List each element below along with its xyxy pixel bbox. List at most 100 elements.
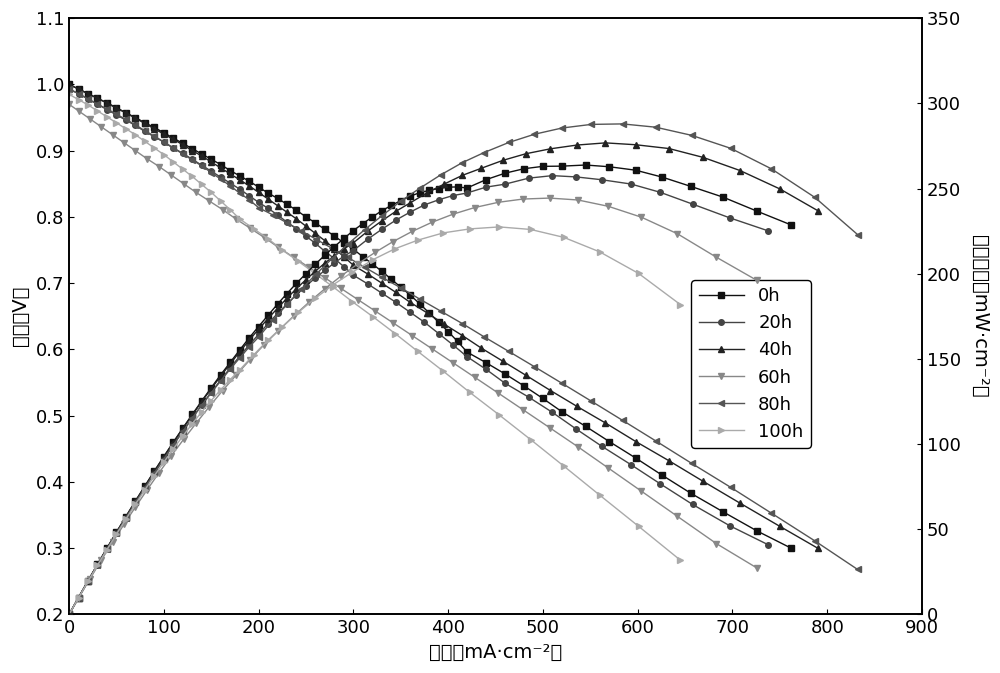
20h bbox=[654, 480, 666, 488]
60h bbox=[369, 307, 381, 315]
Line: 40h: 40h bbox=[66, 81, 821, 551]
100h bbox=[224, 205, 236, 213]
20h bbox=[177, 149, 189, 157]
20h bbox=[129, 121, 141, 129]
20h bbox=[148, 133, 160, 141]
100h bbox=[633, 522, 645, 530]
60h bbox=[303, 263, 315, 271]
60h bbox=[319, 274, 331, 282]
80h bbox=[139, 127, 151, 135]
100h bbox=[139, 137, 151, 145]
100h bbox=[120, 125, 132, 133]
80h bbox=[196, 162, 208, 170]
40h bbox=[309, 229, 321, 238]
60h bbox=[258, 234, 270, 242]
20h bbox=[243, 192, 255, 200]
20h bbox=[447, 341, 459, 349]
20h bbox=[224, 179, 236, 187]
60h bbox=[63, 100, 75, 108]
40h bbox=[205, 158, 217, 166]
40h bbox=[129, 114, 141, 122]
80h bbox=[395, 284, 407, 292]
40h bbox=[663, 457, 675, 465]
40h bbox=[177, 141, 189, 149]
40h bbox=[812, 544, 824, 553]
20h bbox=[499, 379, 511, 387]
20h bbox=[362, 280, 374, 288]
20h bbox=[63, 85, 75, 93]
80h bbox=[650, 437, 662, 445]
20h bbox=[167, 144, 179, 152]
20h bbox=[418, 318, 430, 326]
20h bbox=[158, 138, 170, 146]
20h bbox=[91, 100, 103, 108]
20h bbox=[215, 173, 227, 181]
20h bbox=[253, 199, 265, 207]
20h bbox=[120, 116, 132, 125]
100h bbox=[389, 330, 401, 338]
20h bbox=[328, 254, 340, 262]
80h bbox=[101, 105, 113, 113]
40h bbox=[186, 147, 198, 155]
40h bbox=[404, 298, 416, 306]
80h bbox=[456, 320, 468, 328]
100h bbox=[346, 297, 358, 306]
100h bbox=[186, 172, 198, 180]
80h bbox=[359, 263, 371, 271]
100h bbox=[276, 246, 288, 254]
80h bbox=[342, 253, 354, 261]
80h bbox=[295, 227, 307, 235]
Line: 60h: 60h bbox=[66, 102, 760, 571]
80h bbox=[234, 189, 246, 197]
60h bbox=[288, 253, 300, 261]
60h bbox=[447, 359, 459, 367]
100h bbox=[196, 180, 208, 188]
100h bbox=[63, 90, 75, 98]
Line: 100h: 100h bbox=[66, 92, 683, 563]
80h bbox=[478, 332, 490, 341]
100h bbox=[129, 131, 141, 139]
80h bbox=[110, 110, 122, 118]
80h bbox=[215, 175, 227, 183]
20h bbox=[338, 262, 350, 271]
20h bbox=[309, 240, 321, 248]
40h bbox=[110, 104, 122, 112]
40h bbox=[571, 402, 583, 411]
60h bbox=[190, 188, 202, 197]
20h bbox=[433, 330, 445, 338]
20h bbox=[762, 541, 774, 549]
40h bbox=[630, 437, 642, 446]
80h bbox=[585, 397, 597, 405]
100h bbox=[493, 411, 505, 419]
0h bbox=[461, 348, 473, 356]
20h bbox=[570, 425, 582, 433]
20h bbox=[319, 247, 331, 255]
0h bbox=[785, 544, 797, 553]
20h bbox=[196, 161, 208, 169]
100h bbox=[110, 118, 122, 127]
20h bbox=[347, 271, 359, 279]
Y-axis label: 电压（V）: 电压（V） bbox=[11, 286, 30, 347]
0h bbox=[253, 183, 265, 191]
40h bbox=[328, 245, 340, 253]
Line: 80h: 80h bbox=[66, 86, 860, 572]
20h bbox=[290, 225, 302, 233]
40h bbox=[91, 94, 103, 102]
20h bbox=[390, 298, 402, 306]
60h bbox=[230, 215, 242, 223]
60h bbox=[129, 147, 141, 155]
80h bbox=[73, 90, 85, 98]
Legend: 0h, 20h, 40h, 60h, 80h, 100h: 0h, 20h, 40h, 60h, 80h, 100h bbox=[691, 280, 811, 448]
80h bbox=[617, 417, 629, 425]
X-axis label: 电流（mA·cm⁻²）: 电流（mA·cm⁻²） bbox=[429, 643, 562, 662]
20h bbox=[281, 218, 293, 226]
60h bbox=[572, 443, 584, 451]
20h bbox=[376, 289, 388, 297]
40h bbox=[73, 85, 85, 93]
60h bbox=[671, 512, 683, 520]
40h bbox=[63, 80, 75, 88]
60h bbox=[544, 423, 556, 431]
20h bbox=[596, 442, 608, 450]
40h bbox=[362, 270, 374, 278]
80h bbox=[158, 138, 170, 146]
